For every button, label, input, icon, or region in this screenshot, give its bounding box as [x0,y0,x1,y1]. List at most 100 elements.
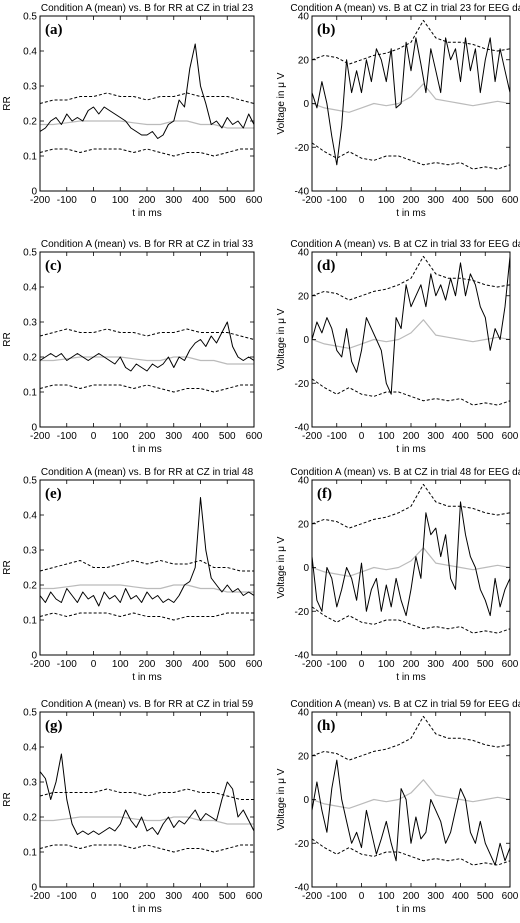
y-tick-label: 20 [298,751,310,762]
x-tick-label: 600 [246,431,263,442]
y-axis-label: Voltage in μ V [276,72,287,134]
y-tick-label: 0.5 [23,12,37,23]
x-axis-label: t in ms [132,672,161,683]
plot-frame [39,15,255,192]
series-trial [40,753,254,835]
x-tick-label: 100 [112,195,129,206]
y-tick-label: 0.5 [23,476,37,487]
x-axis-label: t in ms [396,904,425,915]
x-tick-label: 300 [165,195,182,206]
x-tick-label: -200 [30,659,50,670]
series-group [312,483,510,634]
x-tick-label: 600 [502,431,519,442]
x-axis-label: t in ms [396,444,425,455]
chart-title: Condition A (mean) vs. B for RR at CZ in… [41,467,254,478]
y-tick-label: -40 [295,883,310,894]
y-tick-label: 0 [31,883,37,894]
y-axis-label: Voltage in μ V [276,308,287,370]
series-upper-bound [40,788,254,800]
series-trial [40,497,254,607]
y-tick-label: 0.3 [23,318,37,329]
y-tick-label: 0.3 [23,546,37,557]
y-tick-label: -20 [295,839,310,850]
panel-label: (f) [317,486,332,502]
panel-e: Condition A (mean) vs. B for RR at CZ in… [2,467,263,683]
series-mean [40,816,254,825]
plot-frame [39,479,255,656]
x-tick-label: -200 [30,891,50,902]
x-tick-label: -100 [327,659,347,670]
panel-c: Condition A (mean) vs. B for RR at CZ in… [2,239,263,455]
y-tick-label: 0.2 [23,117,37,128]
series-lower-bound [40,148,254,157]
series-trial [40,43,254,139]
series-mean [40,356,254,365]
x-tick-label: -100 [57,659,77,670]
series-upper-bound [40,328,254,340]
y-tick-label: 0.1 [23,616,37,627]
y-tick-label: -40 [295,651,310,662]
x-tick-label: 400 [452,659,469,670]
x-tick-label: 600 [246,659,263,670]
x-tick-label: 600 [246,195,263,206]
series-group [40,321,254,393]
chart-title: Condition A (mean) vs. B at CZ in trial … [290,239,520,250]
x-tick-label: 400 [452,891,469,902]
y-tick-label: 0 [303,563,309,574]
chart-title: Condition A (mean) vs. B for RR at CZ in… [41,239,254,250]
series-group [312,715,510,866]
chart-title: Condition A (mean) vs. B for RR at CZ in… [41,3,254,14]
y-tick-label: -40 [295,187,310,198]
x-tick-label: 100 [378,431,395,442]
y-tick-label: 0.5 [23,708,37,719]
x-tick-label: 300 [165,891,182,902]
x-tick-label: -100 [57,431,77,442]
panel-b: Condition A (mean) vs. B at CZ in trial … [276,3,520,219]
x-tick-label: -100 [57,891,77,902]
panel-g: Condition A (mean) vs. B for RR at CZ in… [2,699,263,915]
y-tick-label: 0 [31,423,37,434]
x-axis-label: t in ms [132,904,161,915]
x-tick-label: 200 [403,195,420,206]
x-tick-label: -200 [302,431,322,442]
y-axis-label: RR [2,792,13,806]
x-tick-label: 200 [139,431,156,442]
x-tick-label: 600 [502,891,519,902]
x-tick-label: 0 [91,195,97,206]
y-tick-label: -20 [295,379,310,390]
panel-d: Condition A (mean) vs. B at CZ in trial … [276,239,520,455]
panel-label: (g) [45,718,63,734]
x-tick-label: 100 [378,195,395,206]
x-tick-label: 100 [112,659,129,670]
x-tick-label: 400 [452,431,469,442]
series-lower-bound [312,606,510,634]
x-axis-label: t in ms [132,208,161,219]
series-lower-bound [40,612,254,621]
y-tick-label: 0 [303,99,309,110]
series-trial [312,256,510,395]
y-tick-label: -40 [295,423,310,434]
y-tick-label: 40 [298,708,310,719]
chart-title: Condition A (mean) vs. B at CZ in trial … [290,3,520,14]
x-tick-label: 200 [403,891,420,902]
x-tick-label: 500 [219,431,236,442]
panel-label: (d) [317,258,335,274]
chart-title: Condition A (mean) vs. B for RR at CZ in… [41,699,254,710]
x-tick-label: 400 [452,195,469,206]
y-tick-label: 20 [298,55,310,66]
series-upper-bound [312,19,510,65]
x-tick-label: -100 [327,195,347,206]
x-tick-label: 300 [427,659,444,670]
y-tick-label: 0.1 [23,152,37,163]
x-tick-label: 300 [165,431,182,442]
x-tick-label: 500 [477,195,494,206]
x-tick-label: -200 [30,195,50,206]
x-tick-label: 500 [219,659,236,670]
plot-frame [39,251,255,428]
y-tick-label: 0.4 [23,283,37,294]
y-tick-label: 0 [31,651,37,662]
y-tick-label: 0.1 [23,848,37,859]
y-tick-label: -20 [295,143,310,154]
y-tick-label: 0.2 [23,813,37,824]
